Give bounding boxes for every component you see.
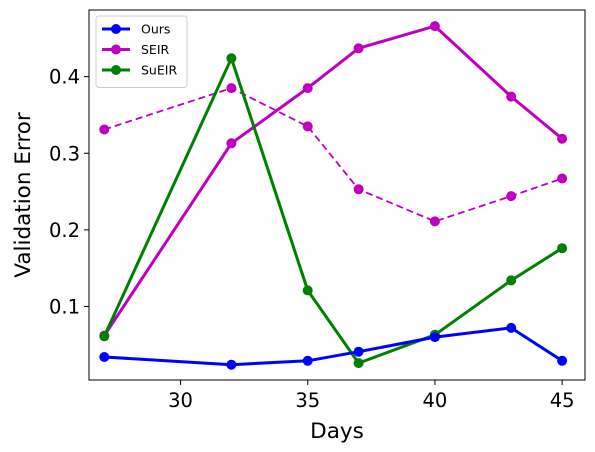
series-line-ours — [104, 326, 563, 367]
data-point-ours — [506, 322, 517, 333]
series-ours — [99, 322, 568, 370]
y-tick-label: 0.3 — [49, 142, 80, 165]
data-point-seir-dashed — [557, 173, 568, 184]
x-tick-label: 35 — [295, 389, 320, 412]
y-tick-label: 0.1 — [49, 295, 80, 318]
data-point-ours — [353, 346, 364, 357]
plot-frame — [88, 9, 586, 381]
y-tick-label: 0.4 — [49, 66, 80, 89]
data-point-seir-dashed — [506, 191, 517, 202]
legend-item-seir: SEIR — [102, 42, 170, 57]
legend: Ours SEIR SuEIR — [95, 15, 188, 88]
data-point-seir — [506, 91, 517, 102]
legend-label-seir: SEIR — [141, 42, 170, 57]
data-point-sueir — [99, 331, 110, 342]
data-point-seir — [557, 133, 568, 144]
x-axis-label: Days — [310, 419, 364, 444]
x-tick-label: 40 — [423, 389, 448, 412]
data-point-ours — [557, 355, 568, 366]
data-point-seir-dashed — [226, 83, 237, 94]
series-line-sueir — [102, 56, 563, 365]
legend-item-sueir: SuEIR — [102, 63, 177, 78]
legend-item-ours: Ours — [102, 22, 170, 37]
data-point-sueir — [226, 53, 237, 64]
data-point-sueir — [557, 243, 568, 254]
data-point-seir — [429, 21, 440, 32]
series-layer — [99, 21, 568, 370]
data-point-ours — [99, 352, 110, 362]
data-point-seir — [353, 43, 364, 54]
series-sueir — [99, 53, 568, 369]
y-tick-label: 0.2 — [49, 219, 80, 242]
legend-marker-sueir — [111, 65, 121, 75]
y-axis-label: Validation Error — [11, 112, 36, 278]
data-point-ours — [226, 359, 237, 370]
data-point-sueir — [353, 358, 364, 369]
x-tick-label: 45 — [550, 389, 575, 412]
series-seir-dashed — [99, 83, 568, 227]
legend-label-ours: Ours — [141, 22, 170, 37]
data-point-seir-dashed — [353, 184, 364, 195]
data-point-sueir — [302, 285, 313, 296]
data-point-ours — [429, 332, 440, 343]
data-point-ours — [302, 355, 313, 366]
legend-label-sueir: SuEIR — [141, 63, 177, 78]
data-point-sueir — [506, 275, 517, 286]
legend-marker-seir — [111, 44, 121, 55]
data-point-seir — [226, 138, 237, 149]
data-point-seir — [302, 83, 313, 94]
data-point-seir-dashed — [429, 216, 440, 227]
data-point-seir-dashed — [99, 124, 110, 135]
series-line-seir-dashed — [104, 87, 563, 223]
legend-marker-ours — [111, 24, 121, 34]
data-point-seir-dashed — [302, 121, 313, 132]
x-tick-label: 30 — [168, 389, 193, 412]
ticks-layer: 30 35 40 45 0.1 0.2 0.3 0.4 — [49, 66, 575, 412]
